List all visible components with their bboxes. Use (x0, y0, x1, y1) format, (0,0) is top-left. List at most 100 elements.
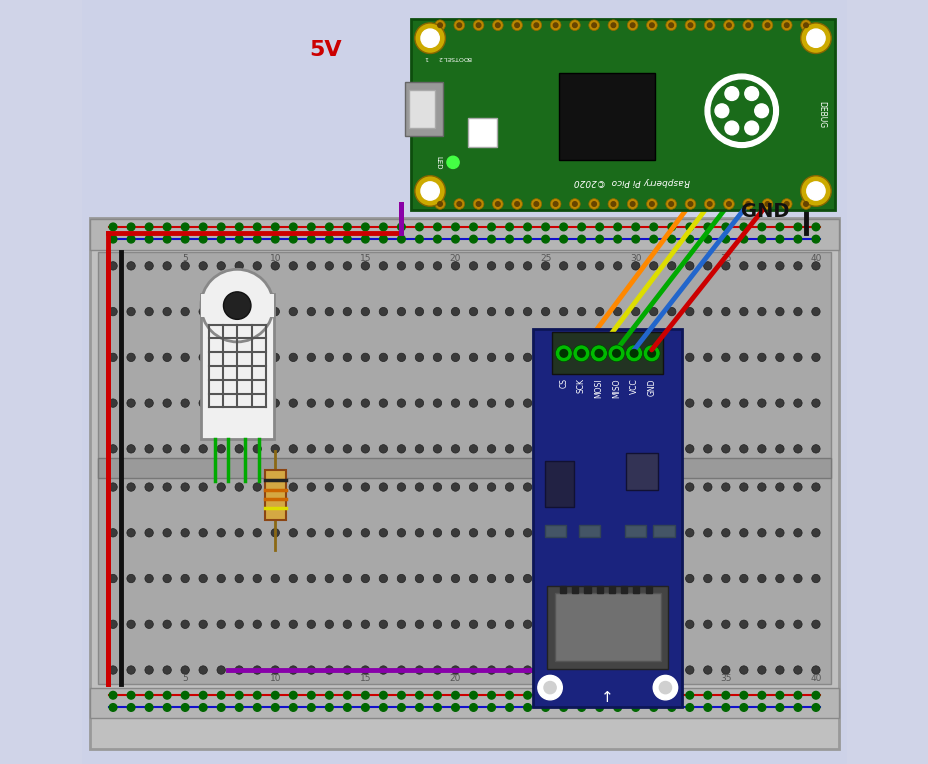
Circle shape (811, 620, 819, 629)
Circle shape (740, 691, 747, 699)
Circle shape (454, 199, 464, 209)
Circle shape (397, 529, 406, 537)
Circle shape (109, 307, 117, 316)
Circle shape (432, 307, 441, 316)
Circle shape (253, 235, 261, 243)
Circle shape (432, 353, 441, 361)
Circle shape (127, 261, 135, 270)
Bar (90, 219, 838, 250)
Circle shape (811, 235, 818, 243)
Circle shape (487, 529, 496, 537)
Bar (633, 586, 638, 594)
Circle shape (595, 483, 603, 491)
Circle shape (765, 23, 769, 28)
Circle shape (162, 353, 171, 361)
Bar (200, 294, 273, 317)
Circle shape (577, 261, 586, 270)
Circle shape (702, 307, 711, 316)
Circle shape (469, 307, 477, 316)
Circle shape (522, 483, 531, 491)
Circle shape (181, 223, 188, 231)
Circle shape (811, 575, 819, 583)
Circle shape (199, 575, 207, 583)
Circle shape (325, 223, 333, 231)
Circle shape (432, 620, 441, 629)
Circle shape (667, 353, 676, 361)
Circle shape (626, 20, 638, 31)
Circle shape (325, 445, 333, 453)
Circle shape (487, 353, 496, 361)
Circle shape (271, 620, 279, 629)
Circle shape (434, 199, 445, 209)
Circle shape (307, 575, 316, 583)
Circle shape (739, 529, 747, 537)
Circle shape (127, 223, 135, 231)
Circle shape (650, 691, 657, 699)
Circle shape (181, 307, 189, 316)
Circle shape (110, 235, 117, 243)
Circle shape (235, 261, 243, 270)
Circle shape (199, 620, 207, 629)
Circle shape (724, 86, 738, 100)
Circle shape (217, 261, 226, 270)
Text: 10: 10 (269, 254, 280, 263)
Text: 30: 30 (629, 254, 640, 263)
Circle shape (342, 483, 351, 491)
Circle shape (667, 691, 675, 699)
Circle shape (109, 483, 117, 491)
Circle shape (702, 399, 711, 407)
Text: 15: 15 (359, 674, 370, 683)
Circle shape (612, 529, 621, 537)
Circle shape (684, 20, 695, 31)
Circle shape (162, 529, 171, 537)
Circle shape (415, 691, 423, 699)
Circle shape (127, 691, 135, 699)
Circle shape (199, 445, 207, 453)
Circle shape (757, 223, 765, 231)
Circle shape (522, 620, 531, 629)
Circle shape (595, 261, 603, 270)
Circle shape (469, 261, 477, 270)
Circle shape (541, 307, 549, 316)
Circle shape (721, 261, 729, 270)
Circle shape (613, 691, 621, 699)
Circle shape (252, 399, 261, 407)
Circle shape (650, 223, 657, 231)
Circle shape (342, 575, 351, 583)
Text: 35: 35 (719, 674, 730, 683)
Circle shape (487, 261, 496, 270)
Circle shape (726, 202, 730, 206)
Circle shape (271, 445, 279, 453)
Circle shape (611, 23, 615, 28)
Circle shape (577, 353, 586, 361)
Circle shape (361, 483, 369, 491)
Circle shape (252, 261, 261, 270)
Circle shape (522, 307, 531, 316)
Circle shape (487, 575, 496, 583)
Circle shape (289, 445, 297, 453)
Circle shape (642, 345, 660, 362)
Circle shape (721, 704, 728, 711)
Circle shape (577, 223, 585, 231)
Circle shape (271, 666, 279, 675)
Circle shape (811, 399, 819, 407)
Circle shape (217, 223, 225, 231)
Circle shape (397, 620, 406, 629)
Circle shape (397, 445, 406, 453)
Text: GND: GND (741, 202, 789, 221)
Circle shape (325, 529, 333, 537)
Circle shape (415, 307, 423, 316)
Circle shape (703, 691, 711, 699)
Circle shape (289, 353, 297, 361)
Circle shape (649, 483, 657, 491)
Circle shape (361, 445, 369, 453)
Circle shape (739, 399, 747, 407)
Circle shape (145, 575, 153, 583)
Text: ↑: ↑ (600, 690, 613, 705)
Circle shape (199, 399, 207, 407)
Circle shape (432, 261, 441, 270)
Circle shape (595, 445, 603, 453)
Circle shape (523, 691, 531, 699)
Circle shape (469, 483, 477, 491)
Circle shape (495, 202, 499, 206)
